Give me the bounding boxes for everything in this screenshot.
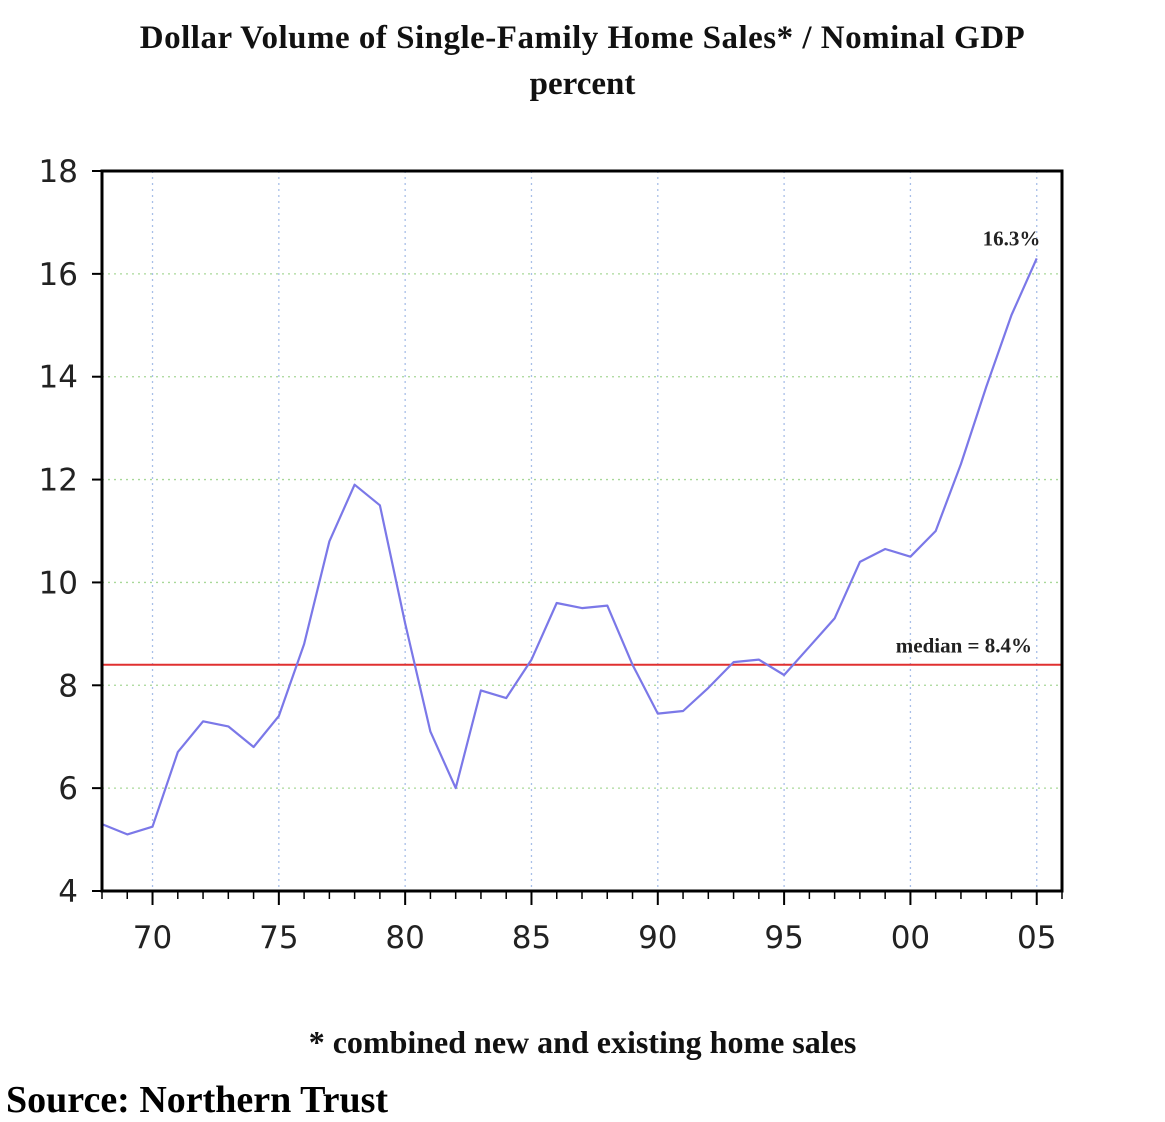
x-tick-label: 95 bbox=[764, 920, 803, 956]
y-tick-label: 6 bbox=[58, 771, 78, 807]
x-tick-label: 75 bbox=[259, 920, 298, 956]
axes bbox=[92, 171, 1062, 905]
source-credit: Source: Northern Trust bbox=[6, 1078, 388, 1122]
y-tick-label: 14 bbox=[39, 360, 78, 396]
series-lines bbox=[102, 258, 1037, 834]
y-tick-label: 4 bbox=[58, 874, 78, 910]
x-tick-label: 70 bbox=[133, 920, 172, 956]
grid-lines bbox=[102, 171, 1062, 891]
peak-value-label: 16.3% bbox=[983, 227, 1041, 251]
median-label: median = 8.4% bbox=[896, 634, 1032, 658]
y-tick-label: 16 bbox=[39, 257, 78, 293]
x-tick-label: 00 bbox=[891, 920, 930, 956]
x-tick-label: 85 bbox=[512, 920, 551, 956]
chart-footnote: * combined new and existing home sales bbox=[0, 1024, 1165, 1061]
x-tick-label: 80 bbox=[385, 920, 424, 956]
x-tick-label: 05 bbox=[1017, 920, 1056, 956]
y-tick-label: 12 bbox=[39, 463, 78, 499]
y-tick-label: 18 bbox=[39, 154, 78, 190]
plot-frame bbox=[102, 171, 1062, 891]
x-tick-label: 90 bbox=[638, 920, 677, 956]
series-line bbox=[102, 258, 1037, 834]
y-tick-label: 8 bbox=[58, 668, 78, 704]
y-tick-label: 10 bbox=[39, 565, 78, 601]
